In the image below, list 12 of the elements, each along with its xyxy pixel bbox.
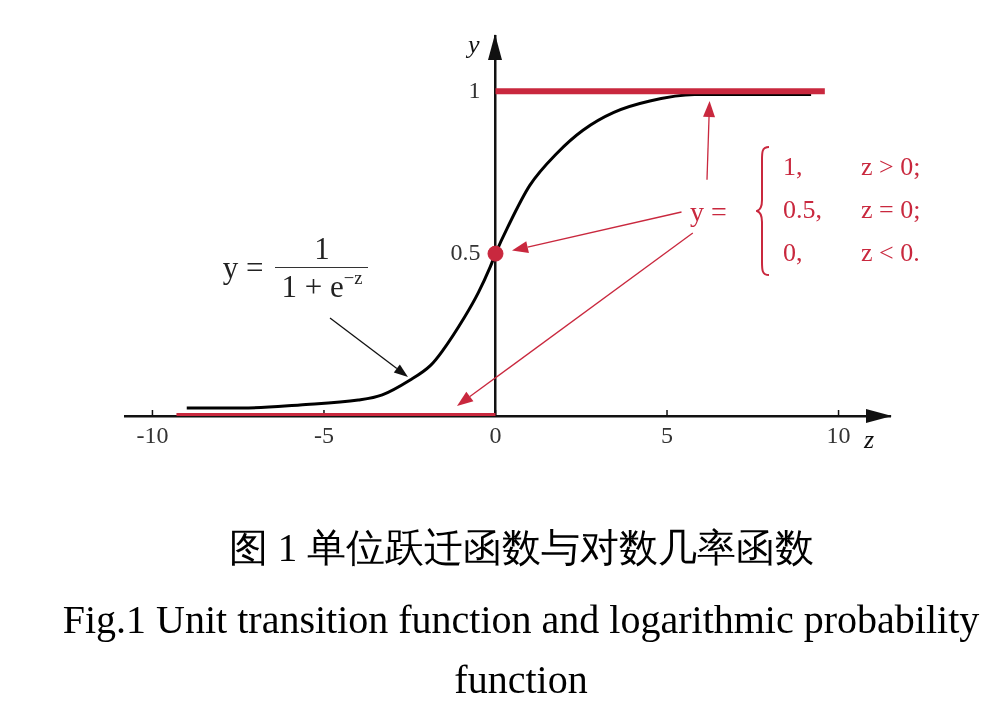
x-tick-label: 10 xyxy=(826,421,851,448)
x-tick-label: 5 xyxy=(661,421,674,448)
x-tick-label: -5 xyxy=(313,421,334,448)
y-tick-label: 0.5 xyxy=(450,238,481,265)
x-tick-label: -10 xyxy=(136,421,169,448)
y-tick-label: 1 xyxy=(468,76,481,103)
y-axis-title: y xyxy=(464,29,480,59)
text: y = 1, z > 0; 0.5, z = 0; 0, z < 0. xyxy=(690,152,921,267)
text: Fig.1 Unit transition function and logarithmic probability function xyxy=(61,596,981,704)
x-tick-label: 0 xyxy=(489,421,502,448)
x-axis-title: z xyxy=(863,424,875,454)
text: 图 1 单位跃迁函数与对数几率函数 xyxy=(228,525,815,571)
